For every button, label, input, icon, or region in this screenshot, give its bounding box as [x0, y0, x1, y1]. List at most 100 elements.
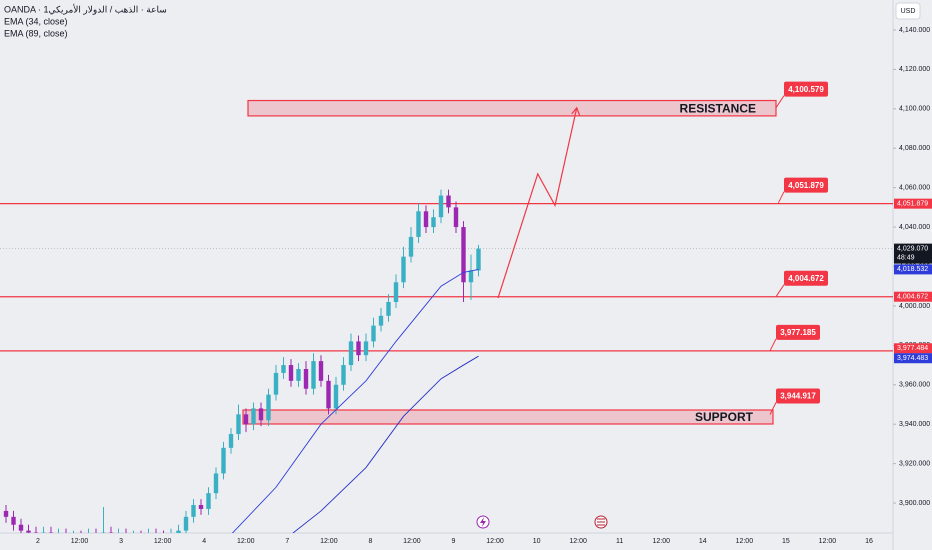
candle-body — [33, 532, 39, 533]
candle-body — [438, 195, 444, 218]
candle-body — [378, 315, 384, 326]
callout-label: 4,004.672 — [788, 274, 824, 283]
y-tick-label: 4,000.000 — [899, 303, 930, 310]
candle-body — [251, 408, 256, 425]
callout-label: 3,944.917 — [780, 392, 816, 401]
indicator-legend: EMA (34, close) — [4, 16, 68, 26]
candle-body — [18, 524, 24, 531]
candle-body — [11, 516, 16, 525]
callout-box — [776, 324, 820, 340]
flag-glyph — [597, 518, 605, 526]
candle-body — [101, 532, 106, 533]
candle-body — [453, 207, 459, 228]
candle-body — [311, 361, 316, 389]
x-tick-label: 14 — [699, 538, 707, 545]
x-tick-label: 10 — [533, 538, 541, 545]
price-tag-label: 4,029.070 — [897, 245, 928, 252]
candle-body — [41, 532, 46, 533]
callout-connector — [775, 284, 785, 297]
price-tag — [894, 264, 932, 275]
candle-body — [371, 325, 376, 342]
callout-box — [784, 177, 828, 193]
candle-body — [288, 365, 294, 381]
callout-connector — [775, 95, 785, 108]
callout-label: 3,977.185 — [780, 328, 816, 337]
x-tick-label: 12:00 — [237, 538, 255, 545]
candle-body — [3, 510, 9, 517]
x-tick-label: 12:00 — [569, 538, 587, 545]
candle-body — [431, 217, 436, 228]
candle-body — [423, 211, 429, 228]
price-tag-label: 4,051.879 — [897, 201, 928, 208]
y-tick-label: 4,120.000 — [899, 66, 930, 73]
candle-body — [273, 372, 279, 395]
candle-body — [318, 361, 324, 381]
plot-area — [0, 99, 893, 533]
countdown: 48:49 — [897, 254, 915, 261]
candle-body — [303, 369, 309, 389]
currency[interactable]: USD — [901, 8, 916, 15]
candle-body — [213, 473, 219, 494]
projection-path — [497, 107, 578, 299]
candle-body — [476, 248, 481, 271]
candle-body — [228, 434, 234, 448]
x-tick-label: 12:00 — [819, 538, 837, 545]
candle-body — [393, 282, 399, 302]
price-tag — [894, 198, 932, 209]
x-tick-label: 12:00 — [403, 538, 421, 545]
candle-body — [386, 301, 391, 316]
zone-label: RESISTANCE — [680, 101, 756, 115]
x-tick-label: 12:00 — [736, 538, 754, 545]
price-tag — [894, 343, 932, 354]
candle-body — [221, 447, 226, 474]
candle-body — [356, 341, 361, 356]
y-tick-label: 3,900.000 — [899, 500, 930, 507]
indicator-legend: EMA (89, close) — [4, 28, 68, 38]
candle-body — [281, 365, 286, 373]
candle-body — [416, 211, 421, 237]
ema-line — [231, 269, 479, 533]
x-tick-label: 3 — [119, 538, 123, 545]
x-tick-label: 16 — [865, 538, 873, 545]
candle-body — [461, 227, 466, 283]
x-tick-label: 11 — [616, 538, 623, 545]
y-tick-label: 4,100.000 — [899, 106, 930, 113]
callout-connector — [769, 402, 777, 415]
price-tag-label: 3,977.484 — [897, 345, 928, 352]
candle-body — [468, 270, 474, 283]
candle-body — [258, 408, 264, 421]
callout-box — [784, 270, 828, 286]
candle-body — [243, 414, 249, 425]
candle-body — [363, 341, 369, 356]
price-tag-label: 3,974.483 — [897, 355, 928, 362]
candle-body — [341, 365, 346, 385]
x-tick-label: 2 — [36, 538, 40, 545]
currency-button[interactable] — [895, 2, 921, 20]
price-tag — [894, 353, 932, 364]
y-tick-label: 3,960.000 — [899, 382, 930, 389]
y-tick-label: 4,080.000 — [899, 145, 930, 152]
candle-body — [401, 256, 406, 283]
symbol-legend: OANDA · 1ساعة · الذهب / الدولار الأمريكي — [4, 3, 167, 15]
candle-body — [408, 236, 414, 257]
price-tag — [894, 243, 932, 264]
candle-body — [348, 341, 354, 366]
x-tick-label: 12:00 — [320, 538, 338, 545]
candle-body — [296, 369, 301, 381]
candle-body — [108, 532, 114, 533]
price-tag — [894, 291, 932, 302]
ema-line — [292, 355, 479, 533]
price-axis: 3,900.0003,920.0003,940.0003,960.0003,98… — [893, 27, 932, 507]
candle-body — [333, 384, 339, 409]
arrow-head — [571, 106, 581, 117]
x-tick-label: 12:00 — [71, 538, 89, 545]
callout-connector — [777, 191, 785, 204]
candle-body — [326, 380, 331, 409]
price-tag-label: 4,018.532 — [897, 266, 928, 273]
candle-body — [198, 505, 204, 509]
zone — [242, 409, 774, 425]
y-tick-label: 4,040.000 — [899, 224, 930, 231]
y-tick-label: 3,920.000 — [899, 460, 930, 467]
